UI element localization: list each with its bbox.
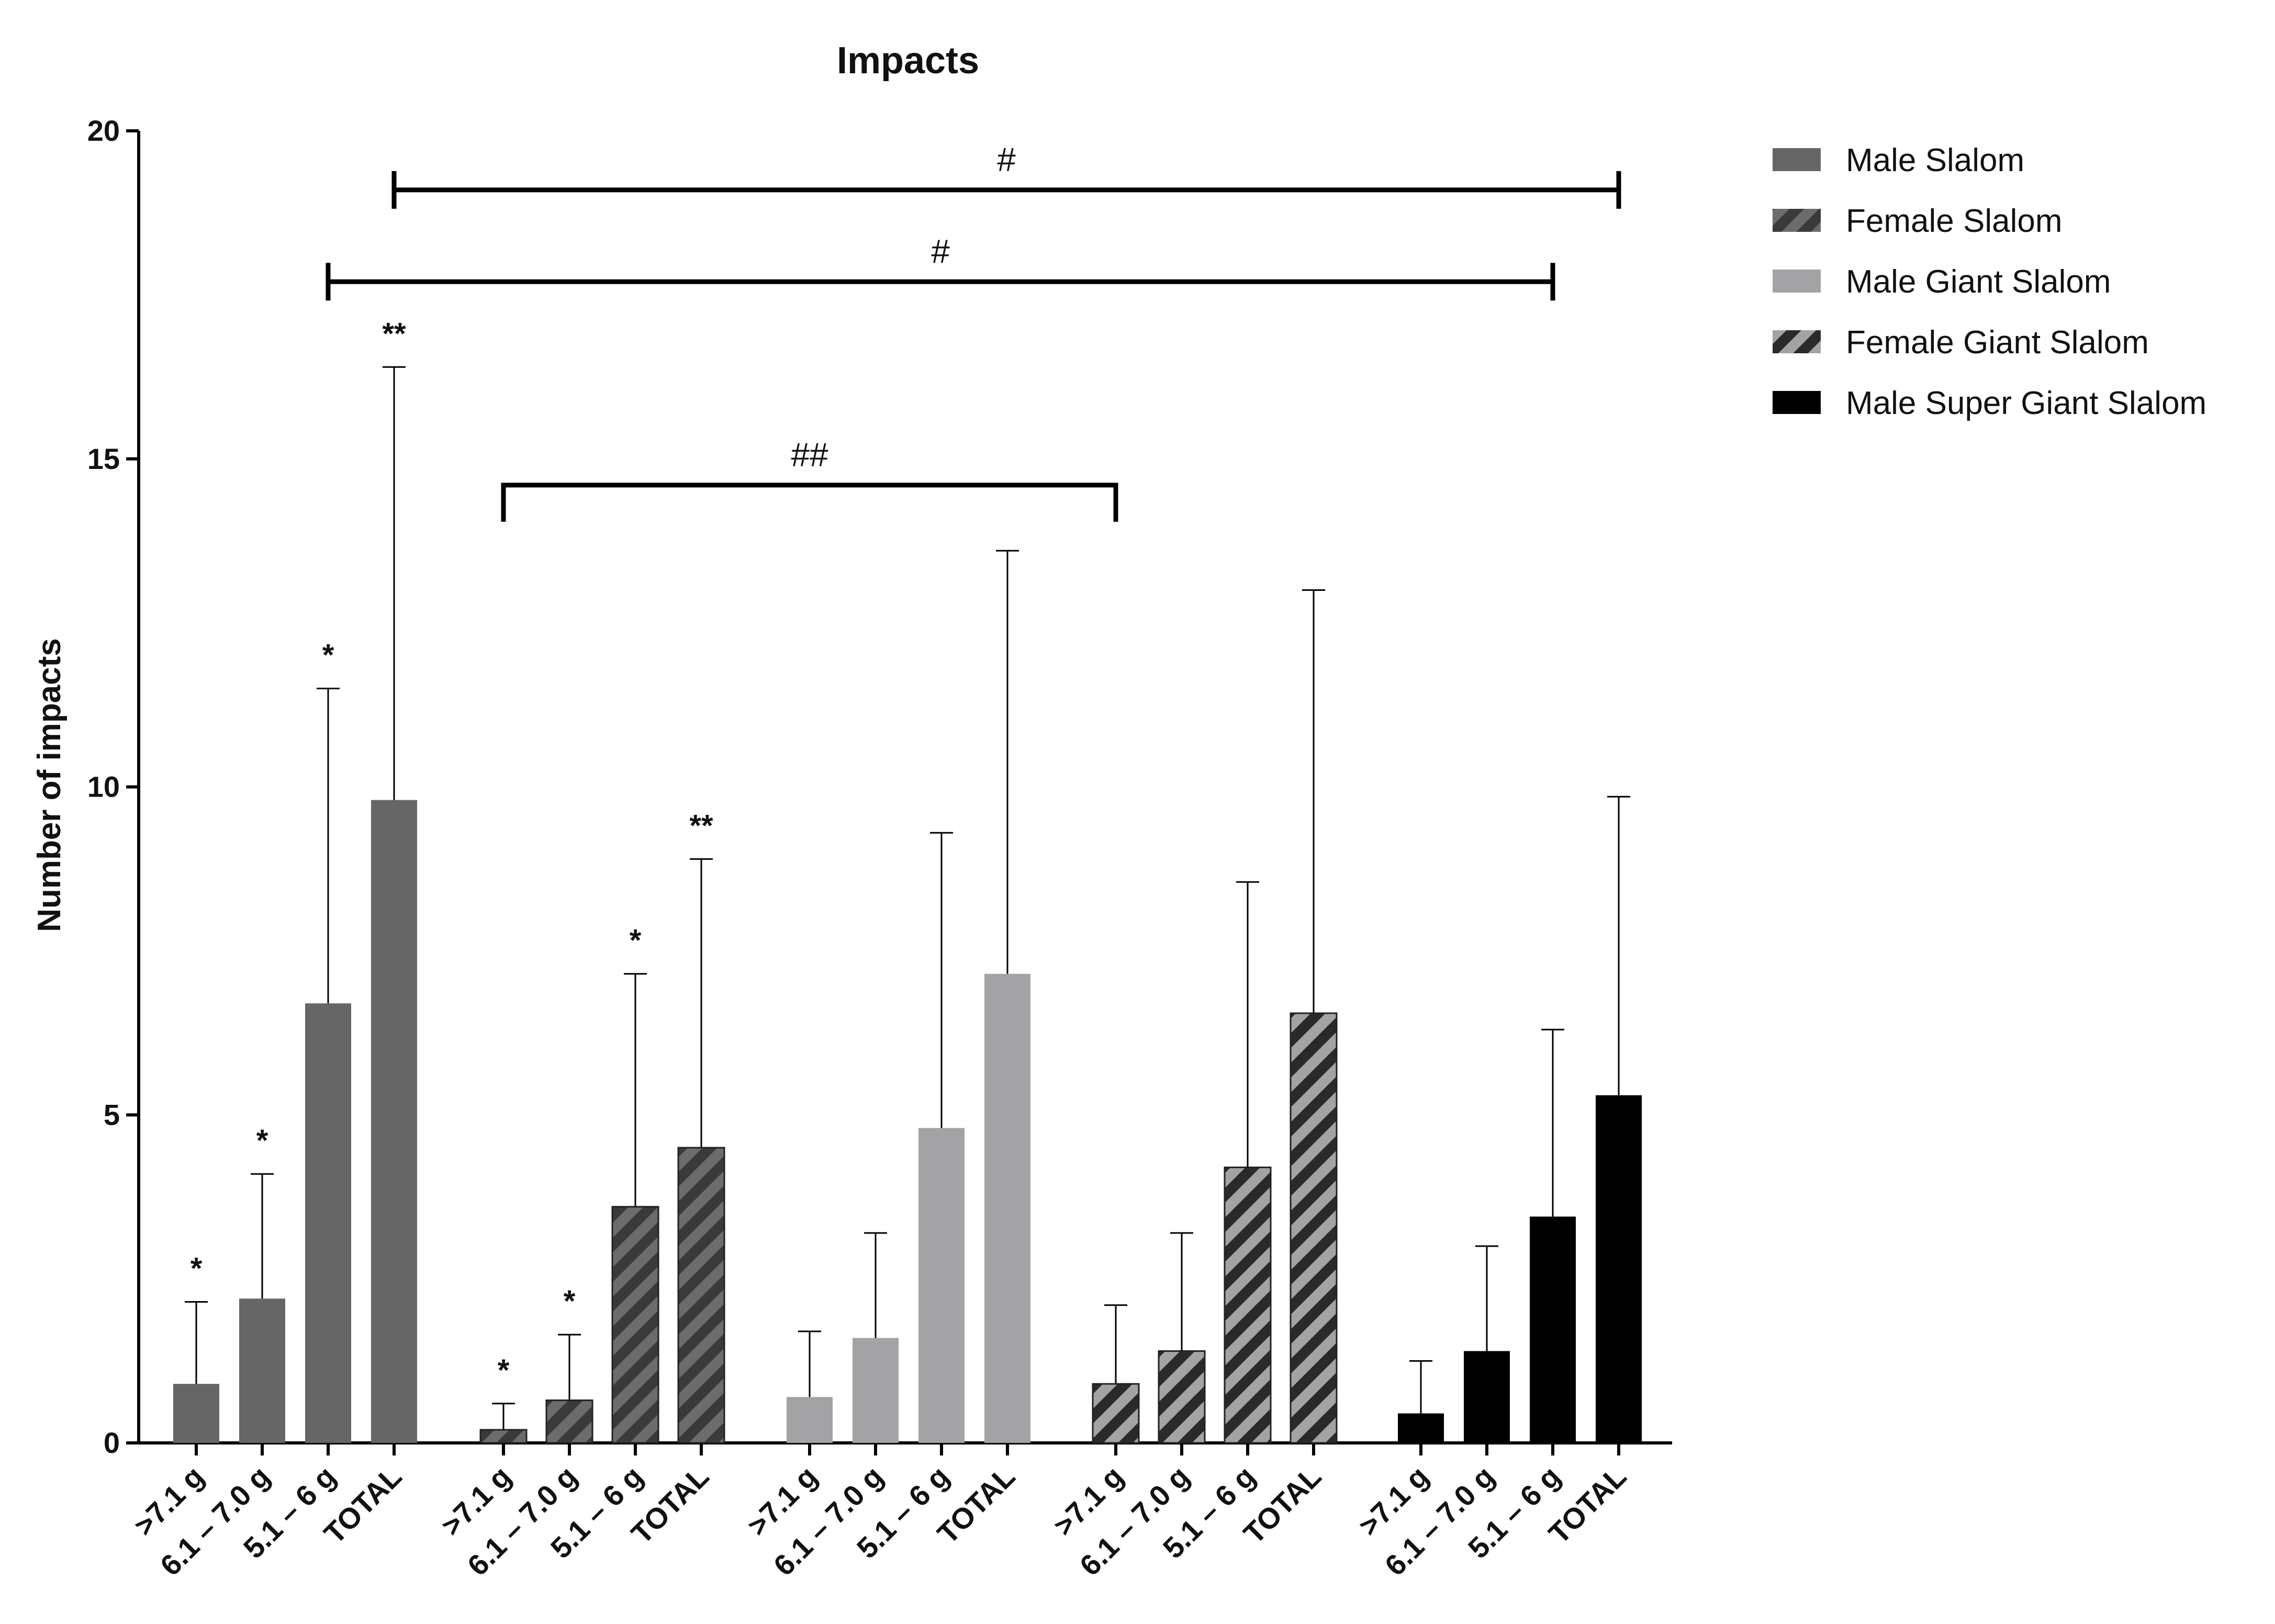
legend-label: Male Giant Slalom bbox=[1846, 264, 2111, 300]
y-tick-label: 10 bbox=[87, 770, 120, 803]
legend-swatch bbox=[1773, 391, 1821, 414]
bar bbox=[787, 1397, 833, 1443]
legend-item: Female Giant Slalom bbox=[1773, 324, 2149, 361]
bar bbox=[1464, 1351, 1510, 1443]
bar bbox=[1092, 1383, 1140, 1444]
y-axis-label: Number of impacts bbox=[31, 638, 68, 932]
bar bbox=[1530, 1216, 1576, 1443]
bracket-line bbox=[501, 483, 1118, 522]
legend-label: Female Slalom bbox=[1846, 203, 2062, 239]
significance-marker: ** bbox=[689, 809, 713, 843]
bar bbox=[545, 1399, 593, 1444]
bracket-label: # bbox=[997, 141, 1016, 178]
legend-label: Male Slalom bbox=[1846, 142, 2024, 178]
bar bbox=[611, 1206, 659, 1444]
bar-group bbox=[787, 550, 1030, 1443]
legend-swatch bbox=[1773, 209, 1821, 232]
y-tick-label: 20 bbox=[87, 114, 120, 147]
legend-swatch bbox=[1773, 148, 1821, 171]
significance-bracket: ## bbox=[501, 436, 1118, 522]
bars-layer: ********** bbox=[173, 317, 1642, 1444]
legend-item: Male Super Giant Slalom bbox=[1773, 385, 2206, 421]
bar bbox=[677, 1147, 725, 1444]
bar-group: ***** bbox=[173, 317, 417, 1443]
bar-group: ***** bbox=[479, 809, 725, 1444]
bar bbox=[853, 1338, 899, 1443]
bar bbox=[1290, 1012, 1338, 1444]
legend-label: Female Giant Slalom bbox=[1846, 324, 2149, 361]
legend-item: Female Slalom bbox=[1773, 203, 2062, 239]
bar bbox=[984, 973, 1030, 1443]
bar bbox=[479, 1429, 528, 1444]
bar bbox=[371, 800, 417, 1443]
y-tick-label: 0 bbox=[104, 1426, 120, 1459]
legend-label: Male Super Giant Slalom bbox=[1846, 385, 2206, 421]
significance-marker: * bbox=[564, 1284, 576, 1318]
significance-bracket: # bbox=[391, 141, 1621, 209]
significance-marker: * bbox=[190, 1251, 203, 1285]
y-axis: 0 5 10 15 20 bbox=[87, 114, 140, 1459]
legend-swatch bbox=[1773, 330, 1821, 353]
significance-brackets: #### bbox=[326, 141, 1621, 522]
significance-bracket: # bbox=[326, 232, 1555, 301]
legend-swatch bbox=[1773, 270, 1821, 293]
legend-item: Male Slalom bbox=[1773, 142, 2024, 178]
bar bbox=[1596, 1095, 1642, 1443]
chart-title: Impacts bbox=[837, 40, 979, 82]
bracket-label: ## bbox=[791, 436, 828, 474]
bar bbox=[239, 1298, 285, 1443]
significance-marker: ** bbox=[382, 317, 406, 351]
bracket-label: # bbox=[931, 232, 950, 270]
significance-marker: * bbox=[322, 638, 334, 672]
bar bbox=[173, 1384, 219, 1443]
bar bbox=[305, 1003, 351, 1443]
legend-item: Male Giant Slalom bbox=[1773, 264, 2111, 300]
significance-marker: * bbox=[498, 1353, 510, 1387]
bar bbox=[1224, 1167, 1272, 1444]
bar bbox=[1398, 1413, 1444, 1443]
y-tick-label: 15 bbox=[87, 442, 120, 475]
significance-marker: * bbox=[256, 1124, 268, 1158]
bar-group bbox=[1398, 796, 1642, 1443]
bar bbox=[1158, 1350, 1206, 1444]
bar-group bbox=[1092, 589, 1338, 1444]
bar bbox=[918, 1128, 965, 1443]
legend: Male Slalom Female Slalom Male Giant Slalo… bbox=[1773, 142, 2206, 421]
significance-marker: * bbox=[630, 924, 642, 958]
y-tick-label: 5 bbox=[104, 1098, 120, 1131]
